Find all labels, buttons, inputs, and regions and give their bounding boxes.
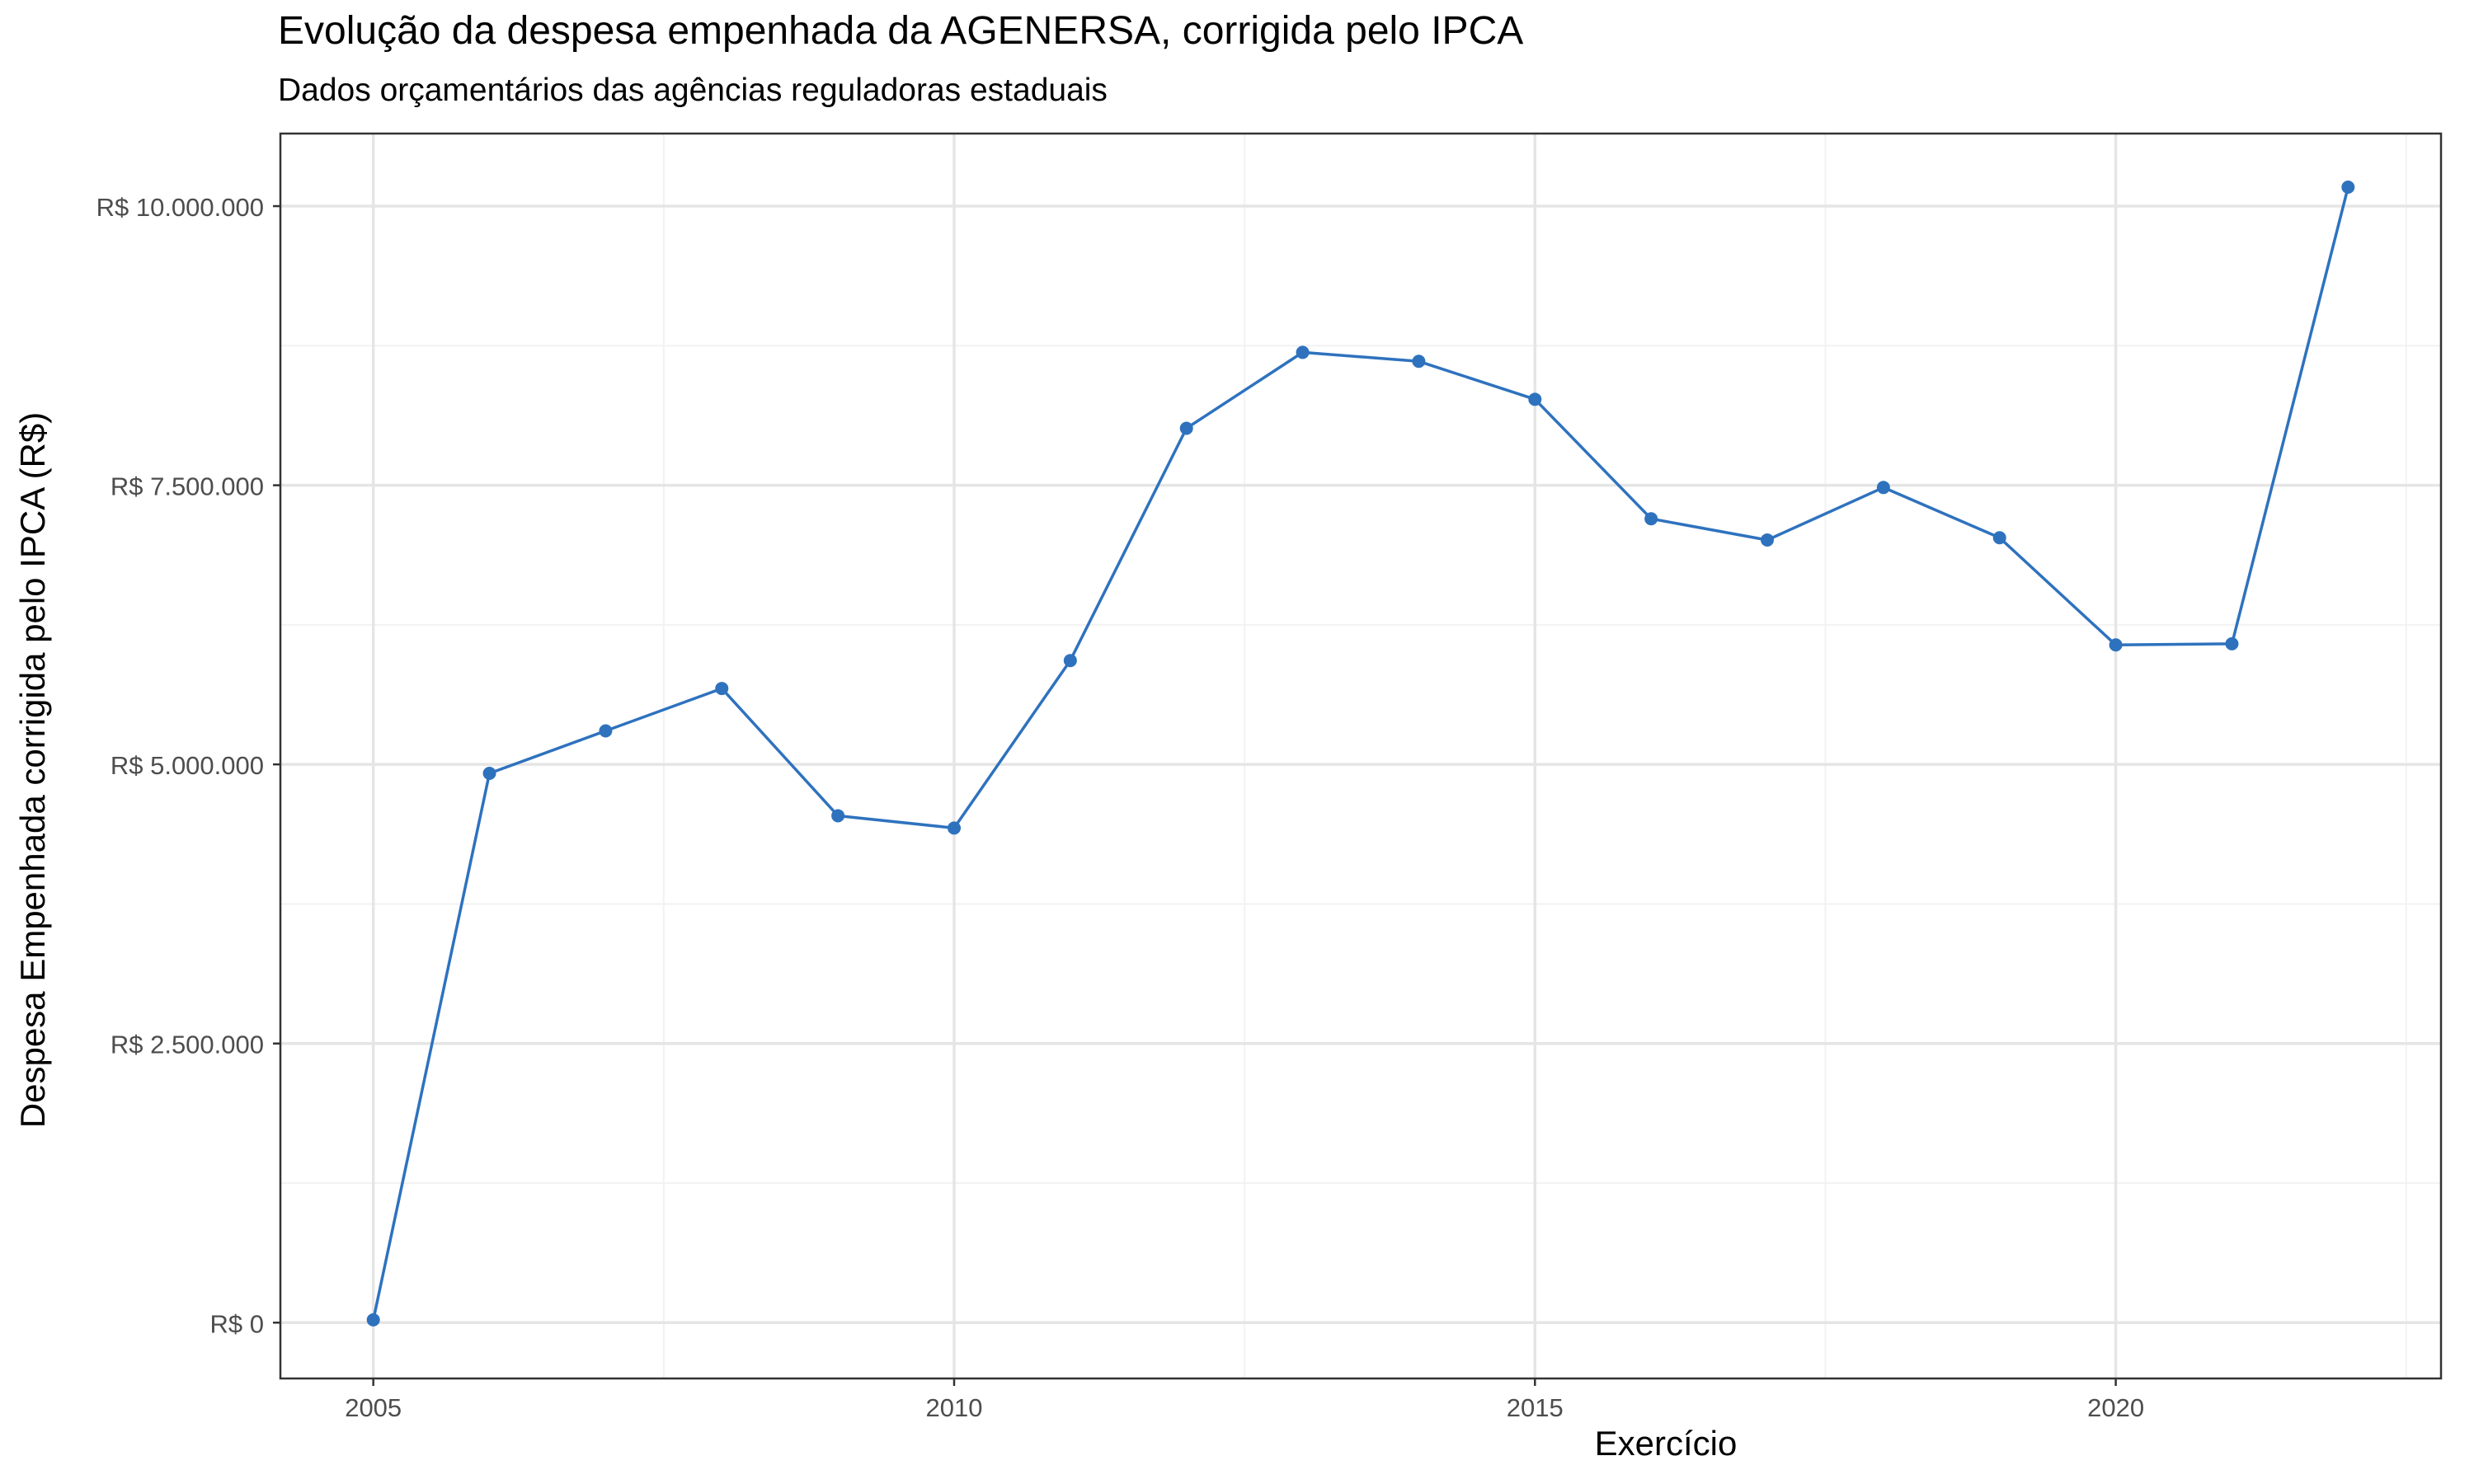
data-point xyxy=(947,821,961,835)
y-axis-label: Despesa Empenhada corrigida pelo IPCA (R… xyxy=(13,411,52,1129)
y-axis-label-wrap: Despesa Empenhada corrigida pelo IPCA (R… xyxy=(0,0,66,1484)
x-tick-label: 2020 xyxy=(2087,1393,2144,1422)
data-point xyxy=(1528,392,1542,406)
data-point xyxy=(1412,355,1426,369)
y-tick-label: R$ 5.000.000 xyxy=(111,751,264,780)
data-point xyxy=(599,724,613,738)
data-point xyxy=(1063,654,1077,668)
x-axis-label: Exercício xyxy=(1594,1424,1738,1463)
data-point xyxy=(366,1313,380,1327)
y-tick-label: R$ 7.500.000 xyxy=(111,472,264,501)
data-point xyxy=(2225,636,2239,650)
x-tick-label: 2010 xyxy=(926,1393,983,1422)
data-point xyxy=(1179,421,1193,435)
data-point xyxy=(1644,512,1658,526)
data-point xyxy=(2341,181,2355,195)
x-tick-label: 2005 xyxy=(345,1393,402,1422)
data-point xyxy=(1992,531,2006,545)
data-point xyxy=(482,766,496,780)
chart-subtitle: Dados orçamentários das agências regulad… xyxy=(278,73,1108,108)
chart-title: Evolução da despesa empenhada da AGENERS… xyxy=(278,9,1524,53)
y-tick-label: R$ 10.000.000 xyxy=(96,193,264,222)
data-point xyxy=(1761,533,1775,547)
data-point xyxy=(715,682,729,696)
data-point xyxy=(2109,638,2123,652)
data-point xyxy=(831,809,845,823)
data-point xyxy=(1876,481,1890,495)
y-tick-label: R$ 0 xyxy=(210,1309,264,1338)
x-tick-label: 2015 xyxy=(1507,1393,1564,1422)
y-tick-label: R$ 2.500.000 xyxy=(111,1031,264,1059)
series-line xyxy=(371,186,2349,1321)
data-point xyxy=(1296,345,1310,359)
plot-panel-bg xyxy=(280,134,2441,1378)
plot-frame xyxy=(279,132,2443,1380)
